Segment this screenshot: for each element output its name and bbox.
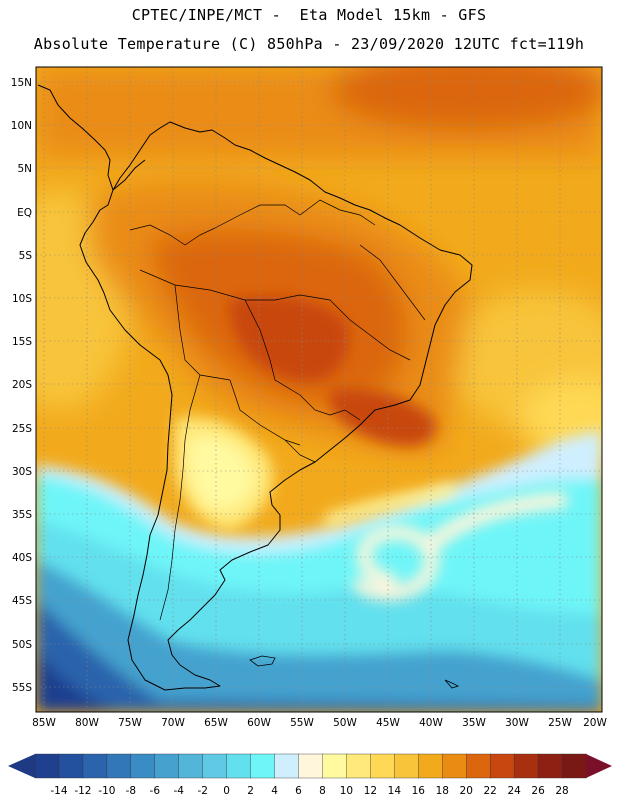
colorbar-label: 12: [364, 785, 377, 797]
colorbar-swatch: [466, 753, 491, 779]
colorbar-swatch: [250, 753, 276, 779]
lon-label: 65W: [204, 717, 228, 729]
title-line-2: Absolute Temperature (C) 850hPa - 23/09/…: [33, 35, 585, 53]
colorbar-swatch: [370, 753, 396, 779]
country-borders: [129, 199, 426, 621]
colorbar-label: -12: [74, 785, 91, 797]
colorbar-swatch: [298, 753, 324, 779]
colorbar-label: 0: [223, 785, 230, 797]
colorbar-swatch: [58, 753, 84, 779]
colorbar-swatch: [513, 753, 539, 779]
colorbar-swatch: [442, 753, 467, 779]
lat-label: 40S: [12, 552, 32, 564]
colorbar-labels: -14 -12 -10 -8 -6 -4 -2 0 2 4 6 8 10 12 14 16 18 20 22 24 26…: [50, 785, 568, 797]
colorbar-label: -6: [150, 785, 161, 797]
colorbar: -14 -12 -10 -8 -6 -4 -2 0 2 4 6 8 10 12 14 16 18 20 22 24 26…: [8, 753, 612, 797]
south-america-coastline: [79, 121, 473, 691]
colorbar-swatch: [561, 753, 587, 779]
colorbar-swatch: [322, 753, 348, 779]
lat-label: 45S: [12, 595, 32, 607]
lat-label: 20S: [12, 379, 32, 391]
lon-label: 70W: [161, 717, 185, 729]
lon-label: 75W: [118, 717, 142, 729]
lon-label: 85W: [32, 717, 56, 729]
colorbar-swatch: [226, 753, 252, 779]
lat-label: 10S: [12, 293, 32, 305]
colorbar-label: 18: [436, 785, 449, 797]
central-america-coastline: [37, 84, 146, 191]
colorbar-label: 6: [295, 785, 302, 797]
lon-label: 55W: [290, 717, 314, 729]
lon-label: 30W: [505, 717, 529, 729]
lat-label: 5N: [17, 163, 32, 175]
lat-label: 5S: [19, 250, 33, 262]
colorbar-label: 28: [555, 785, 568, 797]
lon-label: 80W: [75, 717, 99, 729]
colorbar-label: 22: [483, 785, 496, 797]
south-georgia-island: [444, 679, 460, 689]
colorbar-label: 2: [247, 785, 254, 797]
colorbar-swatch: [154, 753, 180, 779]
colorbar-swatch: [274, 753, 300, 779]
lon-label: 60W: [247, 717, 271, 729]
colorbar-label: 10: [340, 785, 353, 797]
colorbar-label: -14: [50, 785, 67, 797]
colorbar-swatch: [346, 753, 372, 779]
latitude-axis: 15N 10N 5N EQ 5S 10S 15S 20S 25S 30S 35S…: [11, 77, 33, 694]
colorbar-label: -10: [98, 785, 115, 797]
colorbar-swatch: [178, 753, 204, 779]
colorbar-swatch: [202, 753, 228, 779]
colorbar-label: 16: [412, 785, 426, 797]
colorbar-label: -4: [173, 785, 184, 797]
lat-label: 50S: [12, 639, 32, 651]
colorbar-label: 20: [460, 785, 473, 797]
colorbar-swatch: [489, 753, 515, 779]
lat-label: EQ: [17, 207, 32, 219]
map-frame: [35, 66, 603, 713]
lat-label: 55S: [12, 682, 32, 694]
colorbar-swatch: [82, 753, 108, 779]
colorbar-swatches: [34, 753, 587, 779]
colorbar-high-arrow: [586, 754, 612, 778]
colorbar-swatch: [130, 753, 156, 779]
lat-label: 15S: [12, 336, 32, 348]
colorbar-label: 4: [271, 785, 278, 797]
falkland-islands: [249, 655, 276, 667]
colorbar-swatch: [34, 753, 60, 779]
longitude-axis: 85W 80W 75W 70W 65W 60W 55W 50W 45W 40W …: [32, 717, 607, 729]
lon-label: 45W: [376, 717, 400, 729]
lat-label: 25S: [12, 423, 32, 435]
lon-label: 35W: [462, 717, 486, 729]
lat-label: 35S: [12, 509, 32, 521]
temperature-field: [36, 67, 602, 712]
colorbar-swatch: [418, 753, 443, 779]
colorbar-swatch: [106, 753, 132, 779]
lon-label: 50W: [333, 717, 357, 729]
lon-label: 25W: [548, 717, 572, 729]
lon-label: 40W: [419, 717, 443, 729]
title-line-1: CPTEC/INPE/MCT - Eta Model 15km - GFS: [131, 6, 487, 24]
lat-label: 10N: [11, 120, 32, 132]
colorbar-label: 14: [388, 785, 402, 797]
lat-label: 15N: [11, 77, 32, 89]
colorbar-low-arrow: [8, 754, 35, 778]
colorbar-swatch: [394, 753, 420, 779]
lat-label: 30S: [12, 466, 32, 478]
lon-label: 20W: [583, 717, 607, 729]
colorbar-label: -8: [126, 785, 136, 797]
colorbar-label: 8: [319, 785, 326, 797]
colorbar-swatch: [537, 753, 563, 779]
colorbar-label: 24: [507, 785, 521, 797]
colorbar-label: -2: [197, 785, 207, 797]
colorbar-label: 26: [531, 785, 545, 797]
